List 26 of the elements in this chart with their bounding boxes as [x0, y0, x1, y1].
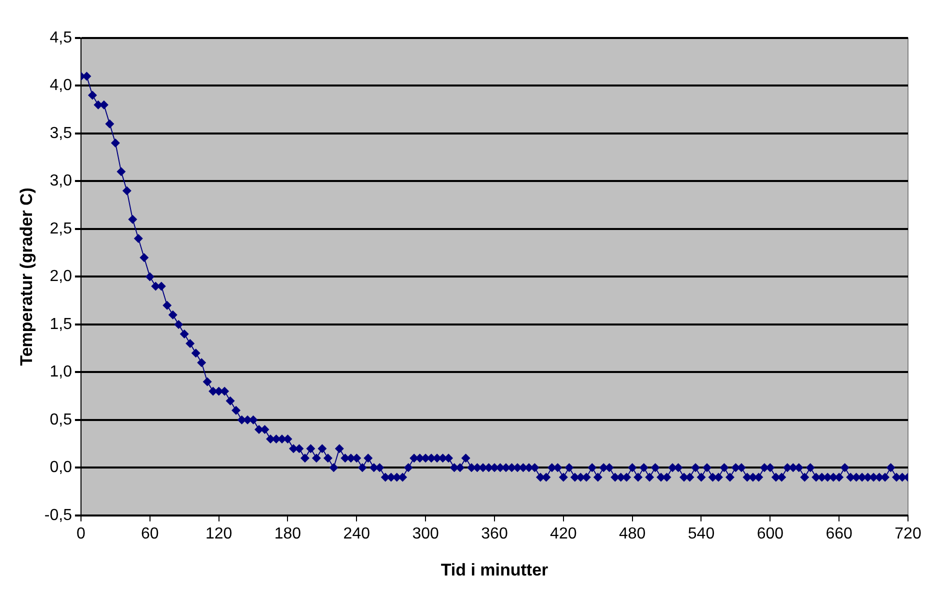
- x-tick-label: 600: [756, 525, 784, 542]
- x-tick-label: 360: [481, 525, 508, 542]
- x-tick-label: 420: [550, 525, 577, 542]
- y-tick-label: -0,5: [44, 506, 72, 524]
- x-tick-label: 660: [826, 525, 853, 542]
- x-tick-label: 720: [894, 525, 922, 542]
- y-tick-label: 1,0: [50, 364, 72, 381]
- y-axis-title: Temperatur (grader C): [16, 188, 36, 366]
- y-tick-label: 4,0: [50, 77, 72, 94]
- x-axis-title: Tid i minutter: [440, 560, 549, 580]
- x-tick-label: 480: [618, 525, 646, 542]
- x-tick-label: 240: [343, 525, 370, 542]
- x-tick-label: 0: [76, 525, 86, 542]
- x-tick-label: 120: [205, 525, 232, 542]
- y-tick-label: 2,5: [50, 220, 72, 238]
- y-tick-label: 4,5: [50, 29, 72, 46]
- y-tick-label: 0,5: [50, 411, 72, 428]
- x-tick-label: 540: [688, 525, 715, 542]
- y-tick-label: 1,5: [50, 316, 72, 333]
- x-tick-label: 180: [274, 525, 302, 542]
- y-tick-label: 3,5: [50, 124, 72, 142]
- y-tick-label: 2,0: [50, 268, 72, 286]
- x-tick-label: 60: [140, 525, 159, 542]
- x-tick-label: 300: [412, 525, 440, 542]
- y-tick-label: 0,0: [50, 459, 72, 476]
- y-tick-label: 3,0: [50, 172, 72, 190]
